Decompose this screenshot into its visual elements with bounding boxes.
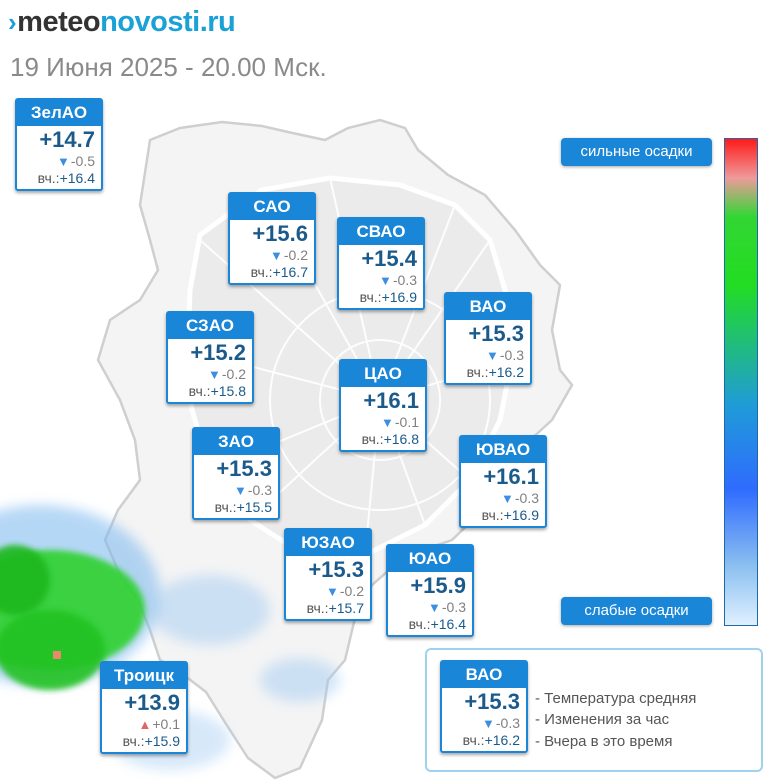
down-triangle-icon: ▼ bbox=[57, 154, 70, 169]
district-yesterday: +16.8 bbox=[383, 431, 419, 447]
district-yesterday: +16.7 bbox=[272, 264, 308, 280]
district-name: Троицк bbox=[102, 663, 186, 689]
district-yesterday: +15.7 bbox=[328, 600, 364, 616]
down-triangle-icon: ▼ bbox=[428, 600, 441, 615]
district-temperature: +14.7 bbox=[39, 127, 95, 152]
district-name: ЮВАО bbox=[461, 437, 545, 463]
district-yesterday: +16.2 bbox=[484, 732, 520, 748]
yesterday-label: вч.: bbox=[37, 170, 60, 186]
district-temperature: +16.1 bbox=[483, 464, 539, 489]
yesterday-label: вч.: bbox=[361, 431, 384, 447]
precipitation-scale bbox=[724, 138, 758, 626]
down-triangle-icon: ▼ bbox=[208, 367, 221, 382]
logo-mark: › bbox=[8, 7, 17, 37]
down-triangle-icon: ▼ bbox=[326, 584, 339, 599]
page-subtitle: 19 Июня 2025 - 20.00 Мск. bbox=[10, 52, 327, 82]
district-change: -0.3 bbox=[247, 482, 272, 498]
yesterday-label: вч.: bbox=[250, 264, 273, 280]
district-temperature: +15.9 bbox=[410, 573, 466, 598]
district-name: ВАО bbox=[446, 294, 530, 320]
yesterday-label: вч.: bbox=[306, 600, 329, 616]
district-temperature: +15.3 bbox=[308, 557, 364, 582]
down-triangle-icon: ▼ bbox=[482, 716, 495, 731]
yesterday-label: вч.: bbox=[408, 616, 431, 632]
district-name: ЮЗАО bbox=[286, 530, 370, 556]
district-temperature: +15.2 bbox=[190, 340, 246, 365]
down-triangle-icon: ▼ bbox=[234, 483, 247, 498]
scale-label-heavy: сильные осадки bbox=[561, 138, 712, 166]
district-card-troitsk[interactable]: Троицк +13.9 ▲+0.1 вч.:+15.9 bbox=[100, 661, 188, 754]
district-temperature: +15.3 bbox=[464, 689, 520, 714]
district-card-yuvao[interactable]: ЮВАО +16.1 ▼-0.3 вч.:+16.9 bbox=[459, 435, 547, 528]
district-change: -0.1 bbox=[394, 414, 419, 430]
district-name: САО bbox=[230, 194, 314, 220]
district-name: ЦАО bbox=[341, 361, 425, 387]
district-card-szao[interactable]: СЗАО +15.2 ▼-0.2 вч.:+15.8 bbox=[166, 311, 254, 404]
yesterday-label: вч.: bbox=[188, 383, 211, 399]
yesterday-label: вч.: bbox=[122, 733, 145, 749]
down-triangle-icon: ▼ bbox=[381, 415, 394, 430]
district-name: ВАО bbox=[442, 662, 526, 688]
district-card-svao[interactable]: СВАО +15.4 ▼-0.3 вч.:+16.9 bbox=[337, 217, 425, 310]
scale-label-light: слабые осадки bbox=[561, 597, 712, 625]
district-yesterday: +15.9 bbox=[144, 733, 180, 749]
legend-example-card: ВАО +15.3 ▼-0.3 вч.:+16.2 bbox=[440, 660, 528, 753]
district-card-sao[interactable]: САО +15.6 ▼-0.2 вч.:+16.7 bbox=[228, 192, 316, 285]
district-change: -0.3 bbox=[441, 599, 466, 615]
district-yesterday: +15.5 bbox=[236, 499, 272, 515]
district-change: -0.2 bbox=[221, 366, 246, 382]
yesterday-label: вч.: bbox=[462, 732, 485, 748]
district-change: -0.2 bbox=[339, 583, 364, 599]
logo-text-novosti: novosti.ru bbox=[100, 6, 236, 38]
district-card-cao[interactable]: ЦАО +16.1 ▼-0.1 вч.:+16.8 bbox=[339, 359, 427, 452]
district-change: -0.3 bbox=[495, 715, 520, 731]
district-card-zao[interactable]: ЗАО +15.3 ▼-0.3 вч.:+15.5 bbox=[192, 427, 280, 520]
district-name: СВАО bbox=[339, 219, 423, 245]
district-temperature: +16.1 bbox=[363, 388, 419, 413]
down-triangle-icon: ▼ bbox=[270, 248, 283, 263]
district-name: ЮАО bbox=[388, 546, 472, 572]
yesterday-label: вч.: bbox=[466, 364, 489, 380]
legend-line-change: - Изменения за час bbox=[535, 711, 670, 728]
district-change: +0.1 bbox=[152, 716, 180, 732]
yesterday-label: вч.: bbox=[214, 499, 237, 515]
district-change: -0.5 bbox=[70, 153, 95, 169]
district-card-zelao[interactable]: ЗелАО +14.7 ▼-0.5 вч.:+16.4 bbox=[15, 98, 103, 191]
district-change: -0.3 bbox=[392, 272, 417, 288]
district-name: ЗАО bbox=[194, 429, 278, 455]
district-yesterday: +16.9 bbox=[503, 507, 539, 523]
yesterday-label: вч.: bbox=[359, 289, 382, 305]
yesterday-label: вч.: bbox=[481, 507, 504, 523]
site-logo[interactable]: › meteo novosti.ru bbox=[8, 6, 236, 39]
district-card-yuzao[interactable]: ЮЗАО +15.3 ▼-0.2 вч.:+15.7 bbox=[284, 528, 372, 621]
district-card-vao[interactable]: ВАО +15.3 ▼-0.3 вч.:+16.2 bbox=[444, 292, 532, 385]
district-temperature: +15.3 bbox=[216, 456, 272, 481]
district-yesterday: +16.4 bbox=[430, 616, 466, 632]
district-card-yuao[interactable]: ЮАО +15.9 ▼-0.3 вч.:+16.4 bbox=[386, 544, 474, 637]
district-change: -0.3 bbox=[499, 347, 524, 363]
down-triangle-icon: ▼ bbox=[379, 273, 392, 288]
district-temperature: +13.9 bbox=[124, 690, 180, 715]
logo-text-meteo: meteo bbox=[17, 6, 101, 38]
district-change: -0.2 bbox=[283, 247, 308, 263]
down-triangle-icon: ▼ bbox=[501, 491, 514, 506]
district-name: ЗелАО bbox=[17, 100, 101, 126]
precipitation-area bbox=[0, 505, 340, 770]
legend-line-yesterday: - Вчера в это время bbox=[535, 733, 673, 750]
district-temperature: +15.3 bbox=[468, 321, 524, 346]
up-triangle-icon: ▲ bbox=[138, 717, 152, 732]
district-change: -0.3 bbox=[514, 490, 539, 506]
down-triangle-icon: ▼ bbox=[486, 348, 499, 363]
district-temperature: +15.6 bbox=[252, 221, 308, 246]
district-name: СЗАО bbox=[168, 313, 252, 339]
legend-line-temperature: - Температура средняя bbox=[535, 690, 697, 707]
district-yesterday: +15.8 bbox=[210, 383, 246, 399]
district-yesterday: +16.4 bbox=[59, 170, 95, 186]
district-yesterday: +16.9 bbox=[381, 289, 417, 305]
district-yesterday: +16.2 bbox=[488, 364, 524, 380]
district-temperature: +15.4 bbox=[361, 246, 417, 271]
